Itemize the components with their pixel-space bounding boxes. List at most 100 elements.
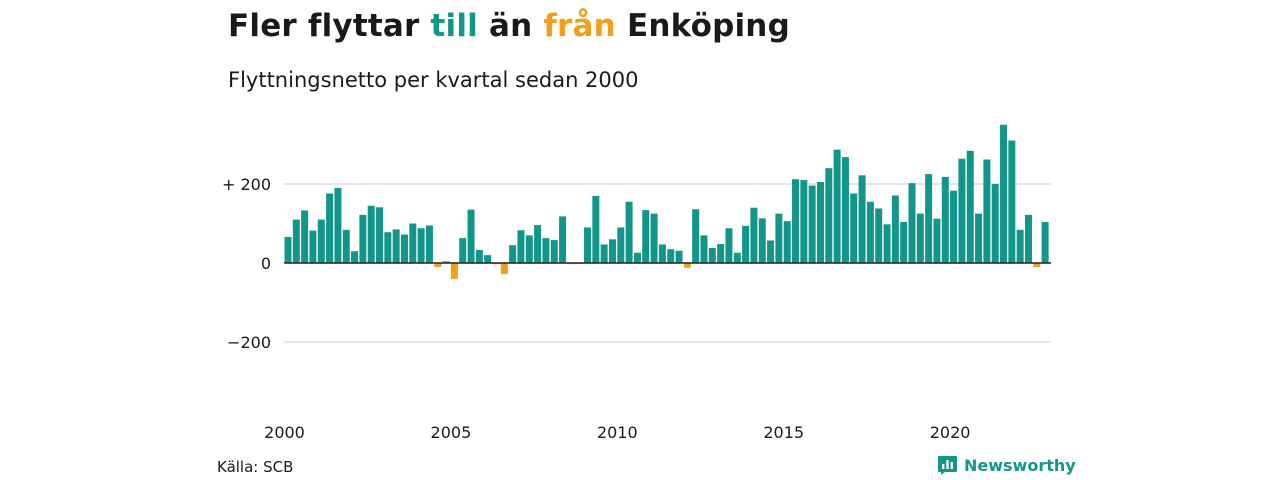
bar — [658, 244, 666, 264]
brand-logo[interactable]: Newsworthy — [937, 455, 1076, 476]
bar — [808, 185, 816, 263]
bar — [450, 263, 458, 279]
bar — [484, 255, 492, 263]
bar — [767, 240, 775, 264]
bar — [675, 250, 683, 263]
bar — [750, 207, 758, 263]
source-label: Källa: SCB — [217, 458, 294, 476]
x-tick-label: 2005 — [431, 423, 472, 442]
bar — [841, 157, 849, 263]
bar — [908, 183, 916, 263]
bar — [733, 252, 741, 263]
bar — [858, 175, 866, 263]
bar — [317, 219, 325, 263]
bar — [309, 230, 317, 263]
bar — [966, 150, 974, 263]
bar — [891, 195, 899, 263]
bar — [617, 227, 625, 263]
bar — [376, 207, 384, 264]
title-word-an: än — [488, 8, 533, 44]
bar — [1041, 221, 1049, 263]
bar — [459, 238, 467, 264]
title-part-3: Enköping — [626, 8, 790, 44]
title-word-fran: från — [543, 8, 616, 44]
bar — [792, 179, 800, 263]
bar — [392, 229, 400, 264]
chart-subtitle: Flyttningsnetto per kvartal sedan 2000 — [228, 68, 639, 92]
bar — [334, 187, 342, 263]
bar — [833, 149, 841, 263]
bar — [400, 234, 408, 263]
bar — [326, 193, 334, 263]
bar — [342, 229, 350, 263]
bar — [633, 252, 641, 263]
x-tick-label: 2020 — [930, 423, 971, 442]
bar — [409, 223, 417, 263]
bar — [667, 249, 675, 264]
bar — [991, 184, 999, 263]
bar — [467, 209, 475, 264]
bar — [683, 263, 691, 268]
x-tick-label: 2015 — [763, 423, 804, 442]
bar — [975, 213, 983, 264]
y-tick-label: 0 — [261, 254, 271, 273]
bar — [725, 228, 733, 263]
bar — [916, 213, 924, 264]
bar — [775, 213, 783, 264]
bar — [351, 251, 359, 263]
bar — [850, 193, 858, 263]
bar — [367, 205, 375, 263]
bar — [500, 263, 508, 275]
bar — [933, 218, 941, 263]
bar — [608, 239, 616, 263]
bar — [301, 210, 309, 264]
bar — [717, 244, 725, 263]
bar — [559, 216, 567, 263]
bar — [758, 218, 766, 264]
bar — [875, 208, 883, 263]
bar — [600, 244, 608, 264]
bar — [1024, 214, 1032, 263]
bar — [292, 219, 300, 263]
bar — [900, 221, 908, 263]
bar — [359, 214, 367, 263]
bar — [692, 209, 700, 263]
bar — [825, 168, 833, 263]
bar — [1033, 263, 1041, 267]
bar — [783, 221, 791, 263]
bar — [816, 182, 824, 263]
chart-title: Fler flyttar till än från Enköping — [228, 8, 790, 44]
bar — [517, 230, 525, 264]
bar — [384, 232, 392, 263]
bar — [700, 235, 708, 263]
brand-name: Newsworthy — [964, 456, 1076, 475]
y-tick-label: + 200 — [222, 175, 271, 194]
bar — [925, 174, 933, 264]
bar — [425, 225, 433, 263]
title-word-till: till — [430, 8, 478, 44]
x-tick-label: 2000 — [264, 423, 305, 442]
bar — [584, 227, 592, 263]
bar — [442, 261, 450, 263]
bar — [800, 180, 808, 263]
bar — [958, 158, 966, 263]
bar — [866, 201, 874, 264]
bar — [525, 235, 533, 263]
x-tick-label: 2010 — [597, 423, 638, 442]
bar — [883, 224, 891, 263]
bar — [1000, 124, 1008, 263]
bar — [950, 190, 958, 263]
newsworthy-logo-icon — [938, 456, 957, 475]
bar — [625, 201, 633, 264]
bar — [941, 176, 949, 263]
bar — [475, 249, 483, 264]
bar — [284, 236, 292, 263]
bar — [1016, 229, 1024, 263]
y-tick-label: −200 — [227, 333, 271, 352]
title-part-1: Fler flyttar — [228, 8, 420, 44]
bar — [542, 238, 550, 264]
bar — [708, 247, 716, 263]
bar — [534, 225, 542, 263]
bar — [650, 213, 658, 264]
